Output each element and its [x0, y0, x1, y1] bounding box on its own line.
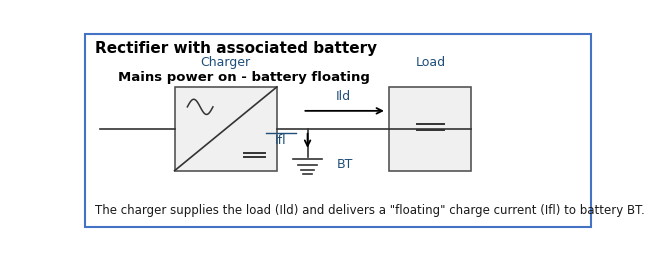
Text: The charger supplies the load (Ild) and delivers a "floating" charge current (If: The charger supplies the load (Ild) and …: [95, 204, 645, 217]
Text: Mains power on - battery floating: Mains power on - battery floating: [118, 71, 370, 84]
Text: Load: Load: [415, 56, 446, 69]
Bar: [389, 87, 471, 171]
Text: Ild: Ild: [336, 90, 351, 103]
Text: Charger: Charger: [201, 56, 251, 69]
Text: BT: BT: [337, 158, 354, 171]
Text: Ifl: Ifl: [275, 134, 287, 147]
Bar: [174, 87, 277, 171]
Text: Rectifier with associated battery: Rectifier with associated battery: [95, 41, 378, 56]
